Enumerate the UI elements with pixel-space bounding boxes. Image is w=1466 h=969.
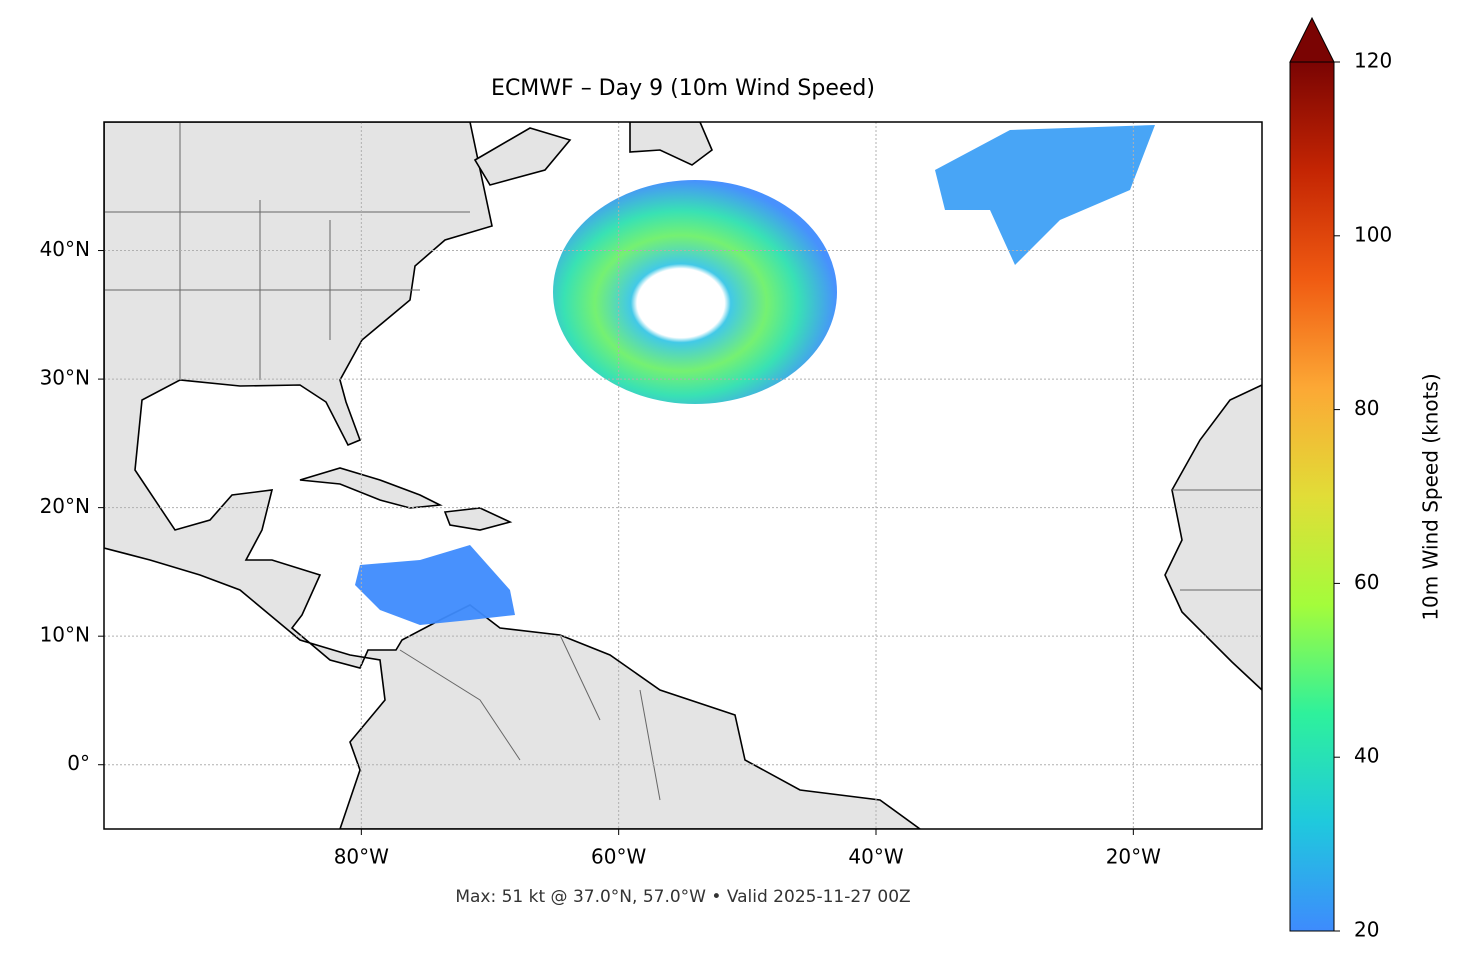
wind-field	[355, 125, 1155, 625]
map	[104, 122, 1262, 829]
labrador	[473, 127, 572, 186]
colorbar-extend	[1289, 16, 1335, 63]
americas	[104, 122, 922, 829]
colorbar-label: 10m Wind Speed (knots)	[1419, 373, 1443, 620]
colorbar	[1289, 61, 1335, 932]
y-tick-label: 30°N	[40, 366, 90, 390]
cuba	[299, 467, 443, 509]
colorbar-tick-label: 20	[1354, 918, 1379, 942]
africa	[1164, 384, 1262, 692]
x-tick-label: 20°W	[1106, 845, 1161, 869]
y-tick-label: 40°N	[40, 237, 90, 261]
footer: Max: 51 kt @ 37.0°N, 57.0°W • Valid 2025…	[455, 887, 910, 907]
map-frame	[103, 121, 1263, 830]
y-tick-label: 0°	[67, 751, 90, 775]
x-tick-label: 60°W	[591, 845, 646, 869]
colorbar-tick-label: 60	[1354, 570, 1379, 594]
colorbar-tick-label: 120	[1354, 49, 1392, 73]
colorbar-tick-label: 80	[1354, 396, 1379, 420]
x-tick-label: 40°W	[848, 845, 903, 869]
colorbar-tick-label: 40	[1354, 744, 1379, 768]
hispaniola	[443, 507, 513, 531]
chart-title: ECMWF – Day 9 (10m Wind Speed)	[491, 76, 875, 101]
newfoundland	[629, 122, 713, 166]
x-tick-label: 80°W	[334, 845, 389, 869]
y-tick-label: 20°N	[40, 494, 90, 518]
colorbar-tick-label: 100	[1354, 222, 1392, 246]
y-tick-label: 10°N	[40, 623, 90, 647]
